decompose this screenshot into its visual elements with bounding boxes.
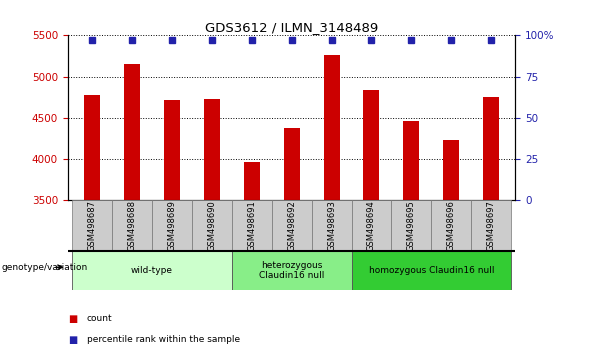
Bar: [352, 251, 511, 290]
Text: ■: ■: [68, 335, 77, 345]
Bar: [112, 200, 152, 251]
Bar: [191, 200, 231, 251]
Bar: [431, 200, 471, 251]
Text: GSM498697: GSM498697: [487, 200, 496, 251]
Bar: [403, 121, 419, 200]
Bar: [471, 200, 511, 251]
Bar: [152, 200, 191, 251]
Text: genotype/variation: genotype/variation: [1, 263, 87, 272]
Bar: [312, 200, 352, 251]
Bar: [84, 95, 100, 200]
Bar: [444, 140, 459, 200]
Bar: [484, 97, 499, 200]
Title: GDS3612 / ILMN_3148489: GDS3612 / ILMN_3148489: [205, 21, 378, 34]
Text: ■: ■: [68, 314, 77, 324]
Bar: [392, 200, 431, 251]
Bar: [164, 99, 180, 200]
Bar: [231, 251, 352, 290]
Text: GSM498690: GSM498690: [207, 200, 216, 251]
Text: wild-type: wild-type: [131, 266, 173, 275]
Text: count: count: [87, 314, 112, 323]
Bar: [352, 200, 392, 251]
Bar: [72, 251, 231, 290]
Bar: [124, 64, 140, 200]
Text: GSM498694: GSM498694: [367, 200, 376, 251]
Bar: [72, 200, 112, 251]
Text: GSM498693: GSM498693: [327, 200, 336, 251]
Bar: [363, 90, 379, 200]
Text: percentile rank within the sample: percentile rank within the sample: [87, 335, 240, 344]
Bar: [272, 200, 312, 251]
Text: GSM498687: GSM498687: [87, 200, 96, 251]
Bar: [204, 99, 220, 200]
Text: GSM498695: GSM498695: [407, 200, 416, 251]
Text: GSM498691: GSM498691: [247, 200, 256, 251]
Text: GSM498689: GSM498689: [167, 200, 176, 251]
Text: GSM498696: GSM498696: [447, 200, 456, 251]
Bar: [283, 127, 300, 200]
Bar: [323, 55, 339, 200]
Bar: [231, 200, 272, 251]
Text: homozygous Claudin16 null: homozygous Claudin16 null: [369, 266, 494, 275]
Bar: [244, 162, 260, 200]
Text: heterozygous
Claudin16 null: heterozygous Claudin16 null: [259, 261, 324, 280]
Text: GSM498692: GSM498692: [287, 200, 296, 251]
Text: GSM498688: GSM498688: [127, 200, 136, 251]
